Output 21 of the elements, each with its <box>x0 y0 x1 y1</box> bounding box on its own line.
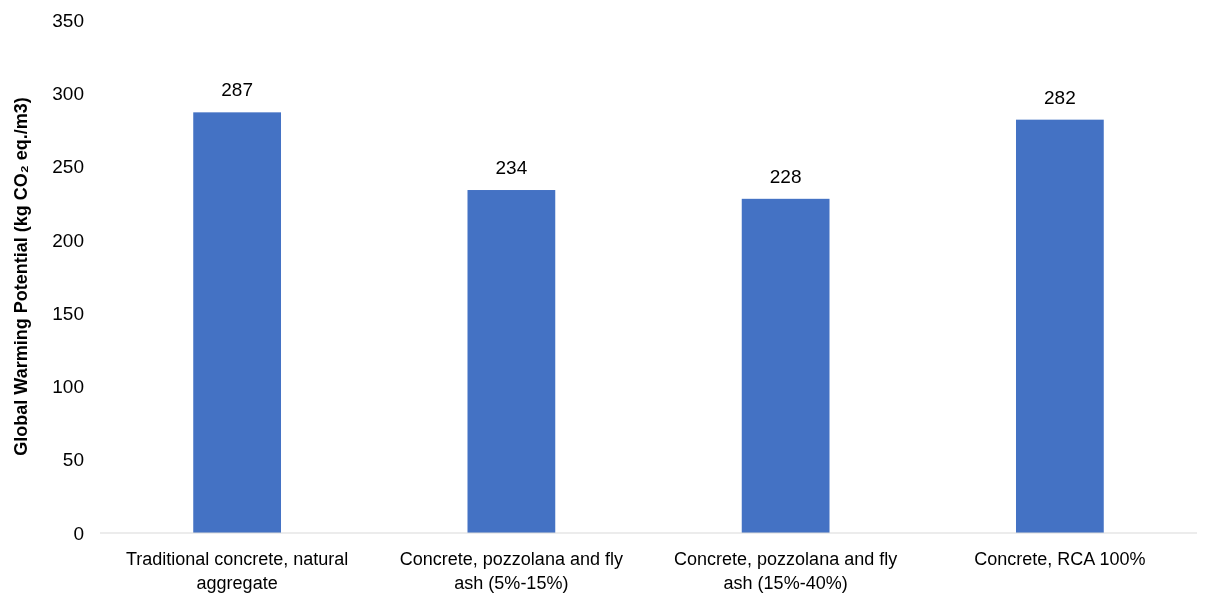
x-tick-label: Concrete, pozzolana and fly ash (15%-40%) <box>674 549 898 593</box>
data-label: 234 <box>495 157 528 179</box>
y-tick-label: 350 <box>52 9 84 31</box>
y-tick-label: 0 <box>73 522 84 544</box>
y-axis-title: Global Warming Potential (kg CO₂ eq./m3) <box>11 97 31 456</box>
data-label: 287 <box>221 79 253 101</box>
y-tick-label: 50 <box>62 449 84 471</box>
bar <box>467 190 556 533</box>
x-tick-label: Traditional concrete, natural aggregate <box>125 549 349 593</box>
bar <box>1015 119 1104 533</box>
bar <box>741 198 830 533</box>
x-tick-label: Concrete, RCA 100% <box>974 549 1146 569</box>
bar <box>193 112 282 533</box>
y-tick-label: 150 <box>52 302 84 324</box>
x-tick-label: Concrete, pozzolana and fly ash (5%-15%) <box>399 549 623 593</box>
y-tick-label: 300 <box>52 82 84 104</box>
y-tick-label: 200 <box>52 229 84 251</box>
y-tick-label: 250 <box>52 156 84 178</box>
y-tick-label: 100 <box>52 376 84 398</box>
data-label: 228 <box>769 165 802 187</box>
data-label: 282 <box>1044 86 1076 108</box>
